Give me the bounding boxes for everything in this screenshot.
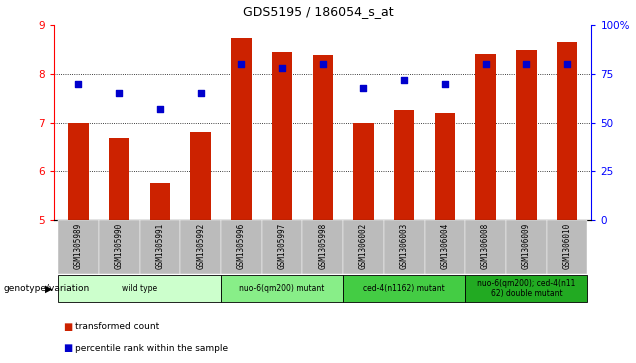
Bar	[557, 42, 577, 220]
Bar	[261, 220, 302, 274]
Text: nuo-6(qm200); ced-4(n11
62) double mutant: nuo-6(qm200); ced-4(n11 62) double mutan…	[477, 278, 576, 298]
Text: genotype/variation: genotype/variation	[3, 284, 90, 293]
Bar	[384, 220, 425, 274]
Bar	[506, 220, 547, 274]
Bar	[139, 220, 180, 274]
Text: GSM1306003: GSM1306003	[399, 222, 409, 269]
Bar	[343, 275, 466, 302]
Text: GSM1305996: GSM1305996	[237, 222, 246, 269]
Bar	[394, 110, 415, 220]
Bar	[190, 132, 211, 220]
Bar	[58, 220, 99, 274]
Text: GSM1305989: GSM1305989	[74, 222, 83, 269]
Point	[236, 61, 246, 67]
Point	[481, 61, 491, 67]
Bar	[516, 50, 537, 220]
Text: ced-4(n1162) mutant: ced-4(n1162) mutant	[363, 284, 445, 293]
Bar	[58, 275, 221, 302]
Point	[359, 85, 369, 90]
Bar	[221, 220, 261, 274]
Point	[317, 61, 328, 67]
Text: wild type: wild type	[122, 284, 157, 293]
Text: transformed count: transformed count	[75, 322, 159, 331]
Point	[440, 81, 450, 87]
Bar	[302, 220, 343, 274]
Bar	[99, 220, 139, 274]
Bar	[343, 220, 384, 274]
Bar	[466, 275, 588, 302]
Text: GSM1306009: GSM1306009	[522, 222, 531, 269]
Bar	[68, 122, 88, 220]
Bar	[180, 220, 221, 274]
Text: nuo-6(qm200) mutant: nuo-6(qm200) mutant	[239, 284, 325, 293]
Bar	[425, 220, 466, 274]
Text: GSM1306008: GSM1306008	[481, 222, 490, 269]
Bar	[231, 37, 251, 220]
Point	[522, 61, 532, 67]
Text: ▶: ▶	[45, 284, 52, 294]
Text: GSM1306004: GSM1306004	[440, 222, 450, 269]
Point	[562, 61, 572, 67]
Bar	[547, 220, 588, 274]
Bar	[312, 54, 333, 220]
Point	[155, 106, 165, 112]
Text: ■: ■	[64, 343, 73, 354]
Point	[114, 90, 124, 96]
Text: GSM1305997: GSM1305997	[277, 222, 287, 269]
Bar	[149, 183, 170, 220]
Bar	[109, 138, 129, 220]
Bar	[476, 54, 496, 220]
Text: GSM1306002: GSM1306002	[359, 222, 368, 269]
Bar	[221, 275, 343, 302]
Text: GSM1305991: GSM1305991	[155, 222, 165, 269]
Bar	[354, 122, 374, 220]
Point	[277, 65, 287, 71]
Text: GSM1305990: GSM1305990	[114, 222, 123, 269]
Text: GDS5195 / 186054_s_at: GDS5195 / 186054_s_at	[243, 5, 393, 19]
Bar	[435, 113, 455, 220]
Point	[73, 81, 83, 87]
Text: GSM1305992: GSM1305992	[196, 222, 205, 269]
Text: ■: ■	[64, 322, 73, 332]
Text: GSM1305998: GSM1305998	[318, 222, 328, 269]
Bar	[466, 220, 506, 274]
Text: GSM1306010: GSM1306010	[563, 222, 572, 269]
Point	[399, 77, 410, 83]
Point	[195, 90, 205, 96]
Text: percentile rank within the sample: percentile rank within the sample	[75, 344, 228, 353]
Bar	[272, 52, 292, 220]
